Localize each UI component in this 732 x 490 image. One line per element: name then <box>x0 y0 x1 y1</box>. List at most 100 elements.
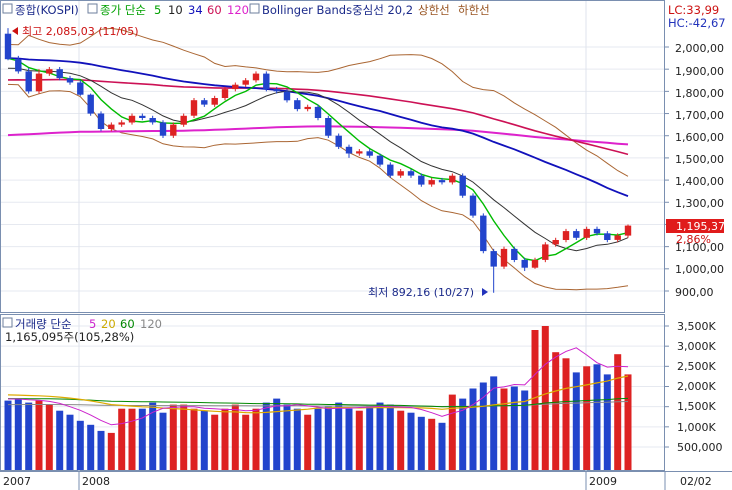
volume-bar <box>314 408 322 470</box>
ma120-line <box>7 125 629 146</box>
date-readout: 02/02 <box>680 475 712 488</box>
volume-tick-label: 3,500K <box>677 320 716 333</box>
volume-axis: 3,500K 3,000K 2,500K 2,000K 1,500K 1,000… <box>677 320 723 454</box>
volume-bars <box>4 326 632 471</box>
candle-body <box>273 89 280 92</box>
candle-body <box>4 33 12 60</box>
candlestick <box>159 120 167 138</box>
candlestick <box>108 122 115 132</box>
volume-bar <box>304 414 312 470</box>
candle-body <box>25 71 32 92</box>
candle-body <box>211 98 218 105</box>
volume-bar <box>593 364 601 470</box>
volume-ma-period-120: 120 <box>140 317 162 331</box>
volume-ma5-line <box>8 347 629 426</box>
volume-bar <box>407 412 415 470</box>
volume-bar <box>211 414 219 470</box>
low-label: 최저 892,16 (10/27) <box>368 286 474 299</box>
candlesticks <box>4 28 632 293</box>
price-tick-label: 1,900,00 <box>675 65 724 78</box>
price-panel-frame <box>0 0 665 313</box>
candle-body <box>139 115 146 118</box>
volume-label: 거래량 단순 <box>15 317 72 331</box>
candle-body <box>294 100 301 110</box>
volume-bar <box>562 358 570 470</box>
volume-bar <box>500 388 508 470</box>
candlestick <box>170 122 177 138</box>
volume-bar <box>583 366 591 470</box>
volume-bar <box>417 416 425 471</box>
ma10-line <box>7 67 629 252</box>
candle-body <box>46 69 53 74</box>
bollinger-label: Bollinger Bands중심선 20,2 <box>262 3 413 17</box>
volume-bar <box>345 408 353 470</box>
volume-bar <box>438 422 446 470</box>
volume-ma60-line <box>8 397 629 408</box>
candle-body <box>345 146 353 154</box>
candle-body <box>366 151 373 156</box>
candlestick <box>294 98 301 112</box>
volume-bar <box>355 410 363 470</box>
price-tick-label: 1,500,00 <box>675 153 724 166</box>
candlestick <box>46 66 53 76</box>
candlestick <box>449 173 456 185</box>
candlestick <box>387 162 394 178</box>
bollinger-upper-line <box>7 27 629 177</box>
candle-body <box>242 80 249 85</box>
candle-body <box>593 228 601 234</box>
candle-body <box>118 122 125 125</box>
volume-bar <box>552 352 560 470</box>
volume-bar <box>14 398 22 470</box>
candlestick <box>583 226 590 240</box>
price-ma-period-34: 34 <box>188 3 203 17</box>
candle-body <box>335 135 342 147</box>
bollinger-lower-label: 하한선 <box>458 3 490 17</box>
price-tick-label: 900,00 <box>675 286 714 299</box>
volume-bar <box>221 408 229 470</box>
candle-body <box>108 124 115 129</box>
last-price: 1,195,37 <box>676 220 725 233</box>
candle-body <box>252 73 260 81</box>
candlestick <box>459 173 466 198</box>
candlestick <box>190 98 198 118</box>
volume-bar <box>386 404 394 470</box>
candlestick <box>118 120 125 127</box>
volume-tick-label: 500,000 <box>677 441 723 454</box>
price-ma-period-60: 60 <box>207 3 222 17</box>
candlestick <box>263 71 270 92</box>
candle-body <box>232 84 239 90</box>
candlestick <box>356 149 363 156</box>
candle-body <box>56 69 63 79</box>
volume-tick-label: 2,500K <box>677 360 716 373</box>
volume-bar <box>479 382 487 470</box>
volume-bar <box>87 424 95 470</box>
volume-bar <box>541 326 549 470</box>
candle-body <box>66 78 74 83</box>
candlestick <box>500 246 508 269</box>
price-ma-label: 종가 단순 <box>100 3 146 17</box>
last-price-badge: 1,195,37 2,86% <box>666 219 725 246</box>
lc-value: LC:33,99 <box>668 3 719 17</box>
price-tick-label: 1,000,00 <box>675 263 724 276</box>
volume-bar <box>324 406 332 470</box>
candle-body <box>438 180 446 183</box>
volume-bar <box>56 410 64 470</box>
candle-body <box>573 231 580 238</box>
candlestick <box>418 173 425 187</box>
volume-bar <box>118 408 126 470</box>
candle-body <box>521 259 528 268</box>
candle-body <box>283 91 291 101</box>
volume-bar <box>283 404 291 470</box>
price-tick-label: 1,300,00 <box>675 197 724 210</box>
candle-body <box>624 225 632 236</box>
volume-bar <box>4 400 12 470</box>
volume-bar <box>624 374 632 470</box>
candle-body <box>604 233 611 240</box>
candlestick <box>4 28 12 61</box>
price-axis: 2,000,00 1,900,00 1,800,00 1,700,00 1,60… <box>675 42 724 299</box>
volume-ma20-line <box>7 375 629 414</box>
candlestick <box>376 153 384 167</box>
volume-bar <box>76 420 84 470</box>
candle-body <box>428 180 435 185</box>
candlestick <box>531 257 539 269</box>
